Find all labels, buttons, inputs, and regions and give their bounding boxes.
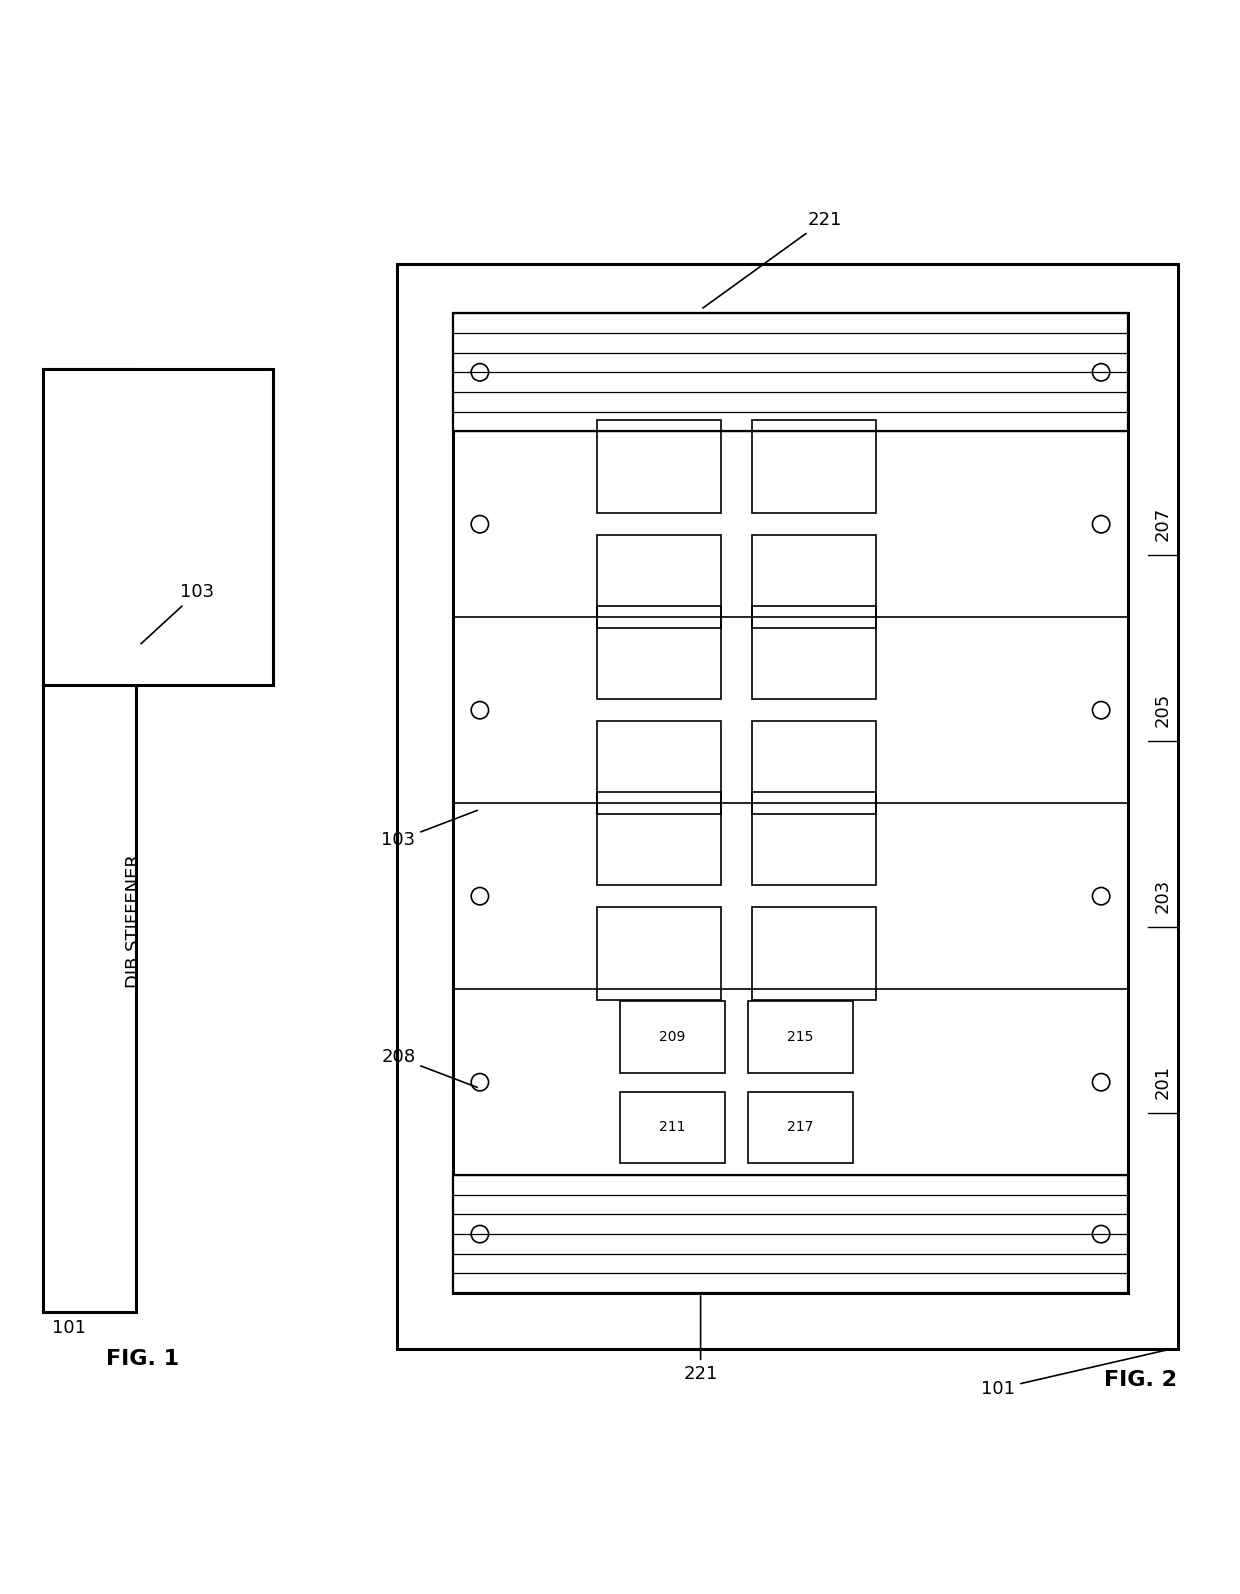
Bar [620,1001,725,1073]
Bar [751,907,875,1001]
Text: FIG. 1: FIG. 1 [107,1349,179,1369]
Bar [43,370,273,685]
Text: 103: 103 [381,810,477,850]
Bar [453,314,1128,432]
Text: 103: 103 [141,583,215,644]
Bar [453,314,1128,1293]
Text: 101: 101 [981,1350,1169,1398]
Bar [620,1092,725,1164]
Text: DIB STIFFENER: DIB STIFFENER [125,854,143,988]
Bar [596,606,720,700]
Bar [751,606,875,700]
Text: 215: 215 [787,1030,813,1044]
Bar [748,1001,853,1073]
Bar [596,907,720,1001]
Text: 101: 101 [52,1313,86,1337]
Bar [751,536,875,628]
Text: 203: 203 [1154,878,1172,913]
Bar [596,421,720,513]
Text: 221: 221 [703,210,842,308]
Text: 211: 211 [660,1121,686,1135]
Text: 207: 207 [1154,507,1172,542]
Bar [596,536,720,628]
Text: FIG. 2: FIG. 2 [1105,1369,1177,1390]
Bar [751,722,875,815]
Text: 205: 205 [1154,693,1172,727]
Text: 201: 201 [1154,1065,1172,1100]
Bar [751,792,875,885]
Text: 208: 208 [381,1049,477,1087]
Text: 221: 221 [683,1296,718,1384]
Bar [596,722,720,815]
Bar [43,370,136,1312]
Bar [453,1175,1128,1293]
Text: 209: 209 [660,1030,686,1044]
Bar [397,263,1178,1349]
Text: 217: 217 [787,1121,813,1135]
Bar [596,792,720,885]
Bar [748,1092,853,1164]
Bar [751,421,875,513]
